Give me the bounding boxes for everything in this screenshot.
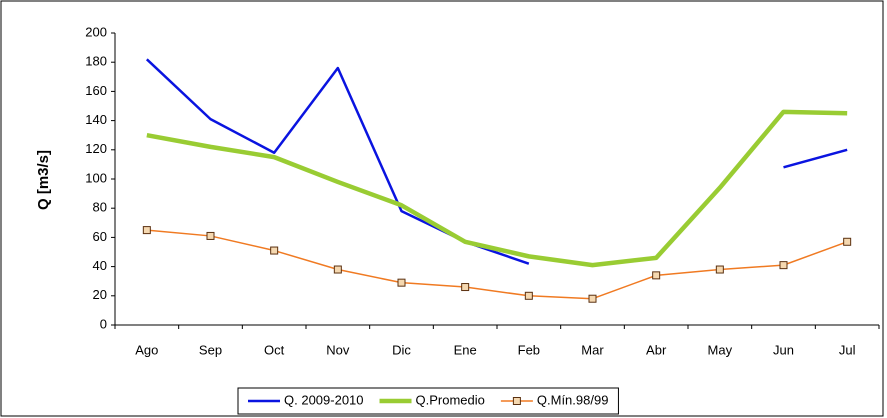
point-marker [588, 294, 597, 303]
x-tick-label: Jul [839, 342, 856, 357]
x-tick-label: Ago [135, 342, 158, 357]
point-marker [142, 226, 151, 235]
point-marker [397, 278, 406, 287]
y-tick-label: 40 [93, 258, 107, 273]
y-tick-label: 20 [93, 287, 107, 302]
y-tick-label: 160 [85, 83, 107, 98]
point-marker [206, 231, 215, 240]
y-axis-label: Q [m3/s] [35, 150, 52, 210]
series-line [146, 109, 848, 268]
x-tick-label: Jun [773, 342, 794, 357]
point-marker [779, 261, 788, 270]
x-tick-label: Feb [518, 342, 540, 357]
y-tick-label: 60 [93, 229, 107, 244]
x-tick-label: Dic [392, 342, 411, 357]
x-tick-label: Sep [199, 342, 222, 357]
y-tick-label: 80 [93, 200, 107, 215]
point-marker [270, 246, 279, 255]
legend-box [237, 387, 619, 415]
y-tick-label: 120 [85, 141, 107, 156]
x-tick-label: May [708, 342, 733, 357]
legend: Q. 2009-2010 Q.Promedio Q.Mín.98/99 [237, 387, 619, 415]
series-line [146, 229, 848, 300]
y-tick-label: 0 [100, 316, 107, 331]
point-marker [524, 291, 533, 300]
x-tick-label: Ene [454, 342, 477, 357]
point-marker [715, 265, 724, 274]
x-tick-label: Mar [581, 342, 604, 357]
x-tick-label: Nov [326, 342, 350, 357]
legend-label: Q.Mín.98/99 [537, 392, 609, 407]
legend-label: Q. 2009-2010 [284, 392, 364, 407]
y-tick-label: 200 [85, 24, 107, 39]
y-tick-label: 100 [85, 170, 107, 185]
point-marker [461, 283, 470, 292]
legend-marker [512, 397, 521, 405]
x-tick-label: Oct [264, 342, 285, 357]
point-marker [333, 265, 342, 274]
y-tick-label: 180 [85, 54, 107, 69]
x-tick-label: Abr [646, 342, 667, 357]
legend-label: Q.Promedio [416, 392, 485, 407]
point-marker [652, 271, 661, 280]
y-tick-label: 140 [85, 112, 107, 127]
point-marker [843, 237, 852, 246]
